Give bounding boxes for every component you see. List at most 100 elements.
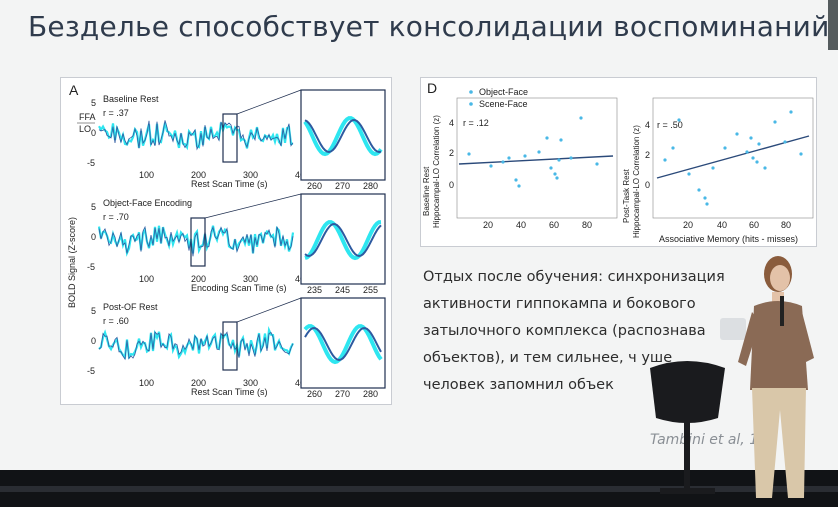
right-plot-frame [652, 97, 814, 219]
zoom-connector [204, 193, 302, 219]
zoom-xtick: 260 [307, 389, 322, 399]
left-regression-line [458, 155, 614, 165]
right-r-value: r = .50 [657, 120, 683, 130]
zoom-window [222, 113, 238, 163]
left-ylabel-2: Hippocampal-LO Correlation (z) [432, 115, 441, 228]
right-ylabel-1: Post-Task Rest [622, 168, 631, 223]
zoom-ffa-trace [304, 220, 382, 261]
row-ytick: 5 [91, 202, 96, 212]
row-xtick: 300 [243, 274, 258, 284]
panel-a: A BOLD Signal (Z-score) Baseline Rest r =… [60, 77, 392, 405]
ffa-trace [97, 225, 295, 257]
zoom-connector [236, 297, 302, 323]
caption-line: затылочного комплекса (распознава [423, 323, 706, 339]
zoom-xtick: 280 [363, 181, 378, 191]
ffa-trace [98, 122, 294, 151]
left-ytick-4: 4 [449, 118, 454, 128]
zoom-xtick: 255 [363, 285, 378, 295]
row-xtick: 300 [243, 378, 258, 388]
left-xtick-60: 60 [549, 220, 559, 230]
left-xtick-20: 20 [483, 220, 493, 230]
left-ylabel-1: Baseline Rest [422, 166, 431, 216]
caption-line: Отдых после обучения: синхронизация [423, 269, 725, 285]
left-xtick-80: 80 [582, 220, 592, 230]
zoom-ffa-trace [303, 116, 383, 157]
lo-trace [98, 331, 294, 361]
row-ytick: -5 [87, 158, 95, 168]
left-ytick-2: 2 [449, 148, 454, 158]
panel-d-letter: D [427, 80, 438, 96]
zoom-xtick: 260 [307, 181, 322, 191]
row-xtick: 300 [243, 170, 258, 180]
chair [650, 361, 725, 494]
y-axis-label: BOLD Signal (Z-score) [67, 217, 77, 308]
row-xtick: 100 [139, 378, 154, 388]
lo-trace [98, 225, 294, 257]
right-x-label: Associative Memory (hits - misses) [659, 234, 798, 244]
right-ytick-4: 4 [645, 120, 650, 130]
row-ytick: -5 [87, 262, 95, 272]
right-ytick-0: 0 [645, 180, 650, 190]
zoom-xtick: 280 [363, 389, 378, 399]
slide-title: Безделье способствует консолидации воспо… [28, 10, 830, 43]
row-title: Object-Face Encoding [103, 198, 192, 208]
row-r-value: r = .60 [103, 316, 129, 326]
zoom-window [190, 217, 206, 267]
legend: Object-Face Scene-Face [469, 87, 528, 109]
row-xtick: 200 [191, 274, 206, 284]
zoom-connector [236, 89, 302, 115]
row-r-value: r = .37 [103, 108, 129, 118]
right-ylabel-2: Hippocampal-LO Correlation (z) [632, 125, 641, 238]
zoom-lo-trace [304, 223, 382, 258]
stage-edge [0, 486, 838, 492]
zoom-xtick: 245 [335, 285, 350, 295]
zoom-xtick: 235 [307, 285, 322, 295]
zoom-lo-trace [304, 327, 382, 362]
zoom-xtick: 270 [335, 181, 350, 191]
row-xtick: 200 [191, 378, 206, 388]
lo-label: LO [79, 124, 91, 134]
legend-object-face-marker [469, 90, 473, 94]
caption-line: человек запомнил объек [423, 377, 614, 393]
left-ytick-0: 0 [449, 180, 454, 190]
panel-a-row: Object-Face Encoding r = .70 5 0 -5 100 200 300… [87, 193, 386, 295]
right-xtick-80: 80 [781, 220, 791, 230]
lo-trace [98, 120, 294, 151]
slide-caption: Отдых после обучения: синхронизация акти… [423, 264, 753, 399]
zoom-xtick: 270 [335, 389, 350, 399]
row-ytick: -5 [87, 366, 95, 376]
presentation-slide: Безделье способствует консолидации воспо… [0, 0, 838, 470]
left-xtick-40: 40 [516, 220, 526, 230]
row-x-label: Rest Scan Time (s) [191, 179, 268, 189]
row-ytick: 0 [91, 128, 96, 138]
right-xtick-40: 40 [717, 220, 727, 230]
scatter-left: Baseline Rest Hippocampal-LO Correlation… [422, 97, 618, 230]
scatter-right: Post-Task Rest Hippocampal-LO Correlatio… [622, 97, 814, 244]
row-ytick: 0 [91, 232, 96, 242]
caption-line: объектов), и тем сильнее, ч уше [423, 350, 673, 366]
legend-object-face: Object-Face [479, 87, 528, 97]
left-plot-frame [456, 97, 618, 219]
ffa-label: FFA [79, 112, 96, 122]
row-title: Post-OF Rest [103, 302, 158, 312]
row-ytick: 5 [91, 306, 96, 316]
zoom-window [222, 321, 238, 371]
legend-scene-face-marker [469, 102, 473, 106]
right-xtick-20: 20 [683, 220, 693, 230]
screen-edge [828, 0, 838, 50]
row-ytick: 5 [91, 98, 96, 108]
row-xtick: 100 [139, 170, 154, 180]
row-ytick: 0 [91, 336, 96, 346]
left-r-value: r = .12 [463, 118, 489, 128]
panel-a-letter: A [69, 82, 79, 98]
row-x-label: Rest Scan Time (s) [191, 387, 268, 397]
right-regression-line [656, 135, 810, 179]
panel-d-figure: Object-Face Scene-Face Baseline Rest Hip… [422, 87, 814, 244]
panel-d: D Object-Face Scene-Face Baseline Rest H… [420, 77, 817, 247]
right-xtick-60: 60 [749, 220, 759, 230]
zoom-ffa-trace [303, 324, 383, 365]
row-title: Baseline Rest [103, 94, 159, 104]
panel-a-figure: BOLD Signal (Z-score) Baseline Rest r = .… [67, 89, 386, 399]
